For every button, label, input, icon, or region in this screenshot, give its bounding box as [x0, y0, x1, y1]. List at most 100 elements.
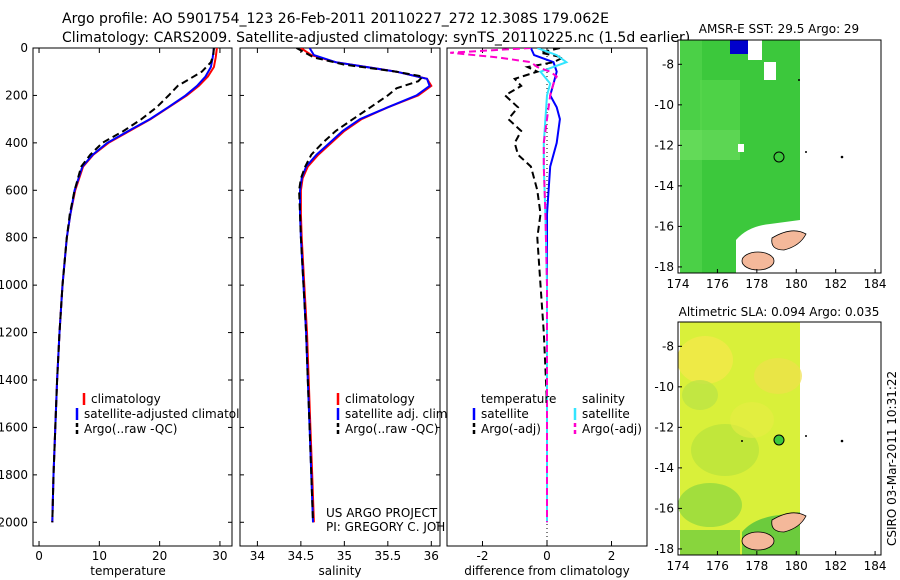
map-x-tick-label: 176 [706, 277, 729, 291]
x-tick-label: 35.5 [374, 549, 401, 563]
map-x-tick-label: 182 [824, 277, 847, 291]
legend-label-temp-satellite: satellite [481, 407, 529, 421]
legend-label-satellite: satellite-adjusted climatology [84, 407, 262, 421]
sst-map-field [678, 40, 881, 273]
map-y-tick-label: -10 [654, 98, 674, 112]
x-tick-label: 36 [424, 549, 439, 563]
legend-label-climatology: climatology [345, 392, 415, 406]
salinity-xticks: 34 34.5 35 35.5 36 [250, 48, 439, 563]
legend-label-sal-satellite: satellite [582, 407, 630, 421]
x-tick-label: 10 [92, 549, 107, 563]
temperature-panel: 0 200 400 600 800 1000 1200 1400 1600 1800 2000 0 1… [0, 41, 262, 578]
y-tick-label: 1000 [0, 278, 28, 292]
legend-label-satellite: satellite adj. clim. [345, 407, 451, 421]
map-y-tick-label: -8 [662, 57, 674, 71]
temperature-legend: climatology satellite-adjusted climatolo… [75, 392, 262, 436]
series-line-salinity-argo [450, 48, 558, 523]
series-line-argo [296, 48, 425, 523]
difference-lines [450, 48, 569, 546]
map-x-tick-label: 180 [785, 559, 808, 573]
difference-xlabel: difference from climatology [464, 564, 630, 578]
argo-float-marker [773, 434, 785, 446]
map-y-tick-label: -18 [654, 260, 674, 274]
legend-title-salinity: salinity [582, 392, 625, 406]
map-x-tick-label: 180 [785, 277, 808, 291]
sla-map-field [678, 322, 881, 555]
map-y-tick-label: -12 [654, 138, 674, 152]
map-x-tick-label: 182 [824, 559, 847, 573]
map-x-tick-label: 178 [745, 559, 768, 573]
y-tick-label: 1200 [0, 326, 28, 340]
fiji-island-east [771, 230, 807, 251]
map-x-tick-label: 184 [864, 277, 887, 291]
x-tick-label: 0 [35, 549, 43, 563]
salinity-xlabel: salinity [318, 564, 361, 578]
sst-map: AMSR-E SST: 29.5 Argo: 29 174 176 178 180 18… [654, 22, 886, 291]
sst-map-title: AMSR-E SST: 29.5 Argo: 29 [699, 22, 859, 36]
x-tick-label: 0 [543, 549, 551, 563]
map-y-tick-label: -16 [654, 501, 674, 515]
map-x-tick-label: 174 [667, 559, 690, 573]
y-tick-label: 800 [5, 231, 28, 245]
x-tick-label: 30 [212, 549, 227, 563]
map-x-tick-label: 174 [667, 277, 690, 291]
map-y-tick-label: -16 [654, 219, 674, 233]
y-tick-label: 400 [5, 136, 28, 150]
map-x-tick-label: 176 [706, 559, 729, 573]
salinity-panel: 34 34.5 35 35.5 36 salinity climatology sate… [239, 47, 480, 578]
temperature-xlabel: temperature [90, 564, 165, 578]
temperature-lines [51, 48, 218, 523]
timestamp-stamp: CSIRO 03-Mar-2011 10:31:22 [885, 371, 899, 546]
map-y-tick-label: -14 [654, 179, 674, 193]
y-tick-label: 0 [20, 41, 28, 55]
series-line-satellite [51, 48, 215, 523]
map-y-tick-label: -14 [654, 461, 674, 475]
temperature-axes [32, 47, 233, 547]
temperature-yticks: 0 200 400 600 800 1000 1200 1400 1600 1800 2000 [0, 41, 232, 529]
legend-label-sal-argo: Argo(-adj) [582, 422, 642, 436]
difference-legend: temperature satellite Argo(-adj) salinit… [472, 392, 642, 436]
legend-label-climatology: climatology [91, 392, 161, 406]
y-tick-label: 2000 [0, 515, 28, 529]
x-tick-label: 20 [152, 549, 167, 563]
header-line1: Argo profile: AO 5901754_123 26-Feb-2011… [62, 11, 609, 27]
salinity-axes [239, 47, 441, 547]
credit-line1: US ARGO PROJECT [326, 506, 438, 520]
header-line2: Climatology: CARS2009. Satellite-adjuste… [62, 30, 690, 46]
y-tick-label: 1400 [0, 373, 28, 387]
sst-map-axes [677, 39, 882, 274]
sla-map: Altimetric SLA: 0.094 Argo: 0.035 174 176… [654, 305, 886, 573]
fiji-island-east [771, 512, 807, 533]
sla-map-ticks: 174 176 178 180 182 184 -8 -10 -12 -14 -16 -18 [654, 339, 886, 573]
salinity-yticks [240, 47, 440, 523]
y-tick-label: 1600 [0, 420, 28, 434]
map-y-tick-label: -18 [654, 542, 674, 556]
y-tick-label: 1800 [0, 468, 28, 482]
x-tick-label: -2 [476, 549, 488, 563]
legend-title-temperature: temperature [481, 392, 556, 406]
x-tick-label: 34.5 [288, 549, 315, 563]
x-tick-label: 2 [608, 549, 616, 563]
salinity-legend: climatology satellite adj. clim. Argo(..… [336, 392, 451, 436]
sst-cold-cell [730, 40, 748, 54]
temperature-xticks: 0 10 20 30 [35, 48, 228, 563]
y-tick-label: 600 [5, 183, 28, 197]
map-y-tick-label: -8 [662, 339, 674, 353]
legend-label-temp-argo: Argo(-adj) [481, 422, 541, 436]
sla-map-axes [677, 321, 882, 556]
legend-label-argo: Argo(..raw -QC) [84, 422, 177, 436]
argo-float-marker [773, 151, 785, 163]
x-tick-label: 34 [250, 549, 265, 563]
credit-line2: PI: GREGORY C. JOHNSON [326, 520, 480, 534]
series-line-argo [51, 48, 215, 523]
map-y-tick-label: -12 [654, 420, 674, 434]
legend-label-argo: Argo(..raw -QC) [345, 422, 438, 436]
salinity-lines [296, 48, 433, 523]
sla-map-title: Altimetric SLA: 0.094 Argo: 0.035 [679, 305, 880, 319]
fiji-island-west [741, 251, 775, 271]
map-y-tick-label: -10 [654, 380, 674, 394]
difference-panel: -2 0 2 difference from climatology tempera… [446, 47, 648, 578]
map-x-tick-label: 184 [864, 559, 887, 573]
fiji-island-west [741, 531, 775, 551]
